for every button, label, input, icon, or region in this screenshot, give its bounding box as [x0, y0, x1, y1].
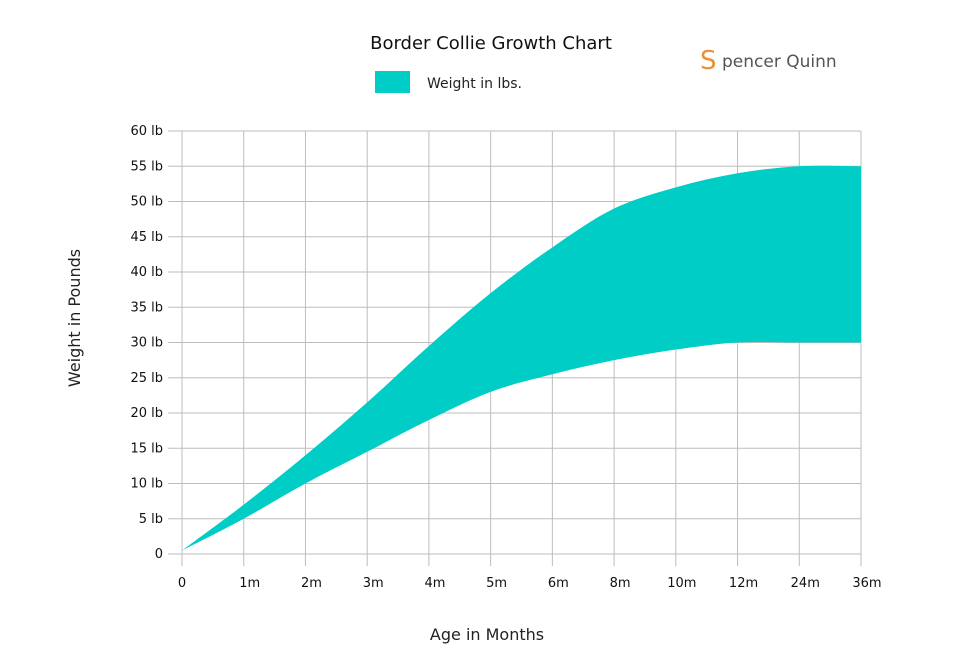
- legend-swatch: [375, 71, 410, 93]
- x-tick-label: 1m: [239, 576, 260, 591]
- plot-area: [182, 165, 861, 551]
- legend-label: Weight in lbs.: [427, 76, 522, 92]
- x-tick-label: 4m: [424, 576, 445, 591]
- brand-initial: S: [700, 46, 717, 76]
- x-tick-label: 8m: [610, 576, 631, 591]
- x-tick-label: 0: [178, 576, 186, 591]
- y-tick-label: 30 lb: [130, 336, 163, 351]
- y-tick-label: 60 lb: [130, 124, 163, 139]
- x-axis-title: Age in Months: [430, 625, 544, 644]
- x-tick-label: 3m: [363, 576, 384, 591]
- x-tick-label: 10m: [667, 576, 696, 591]
- x-tick-label: 36m: [852, 576, 881, 591]
- brand-logo: S pencer Quinn: [700, 46, 837, 76]
- y-axis-ticks: 0 5 lb 10 lb 15 lb 20 lb 25 lb 30 lb 35 lb 40 lb…: [130, 124, 163, 562]
- y-axis-title: Weight in Pounds: [65, 249, 84, 387]
- x-axis-ticks: 0 1m 2m 3m 4m 5m 6m 8m 10m 12m 24m 36m: [178, 576, 882, 591]
- x-tick-label: 2m: [301, 576, 322, 591]
- x-tick-label: 12m: [729, 576, 758, 591]
- y-tick-label: 0: [155, 547, 163, 562]
- y-tick-label: 20 lb: [130, 406, 163, 421]
- y-tick-label: 45 lb: [130, 230, 163, 245]
- y-tick-label: 15 lb: [130, 441, 163, 456]
- y-tick-label: 5 lb: [139, 512, 163, 527]
- legend: Weight in lbs.: [375, 71, 522, 93]
- y-tick-label: 50 lb: [130, 195, 163, 210]
- brand-name: pencer Quinn: [722, 52, 837, 72]
- y-tick-label: 55 lb: [130, 159, 163, 174]
- chart-title: Border Collie Growth Chart: [370, 33, 612, 54]
- y-tick-label: 25 lb: [130, 371, 163, 386]
- x-tick-label: 24m: [791, 576, 820, 591]
- weight-band-area: [182, 165, 861, 551]
- x-tick-label: 6m: [548, 576, 569, 591]
- y-tick-label: 10 lb: [130, 477, 163, 492]
- x-tick-label: 5m: [486, 576, 507, 591]
- y-tick-label: 40 lb: [130, 265, 163, 280]
- y-tick-label: 35 lb: [130, 300, 163, 315]
